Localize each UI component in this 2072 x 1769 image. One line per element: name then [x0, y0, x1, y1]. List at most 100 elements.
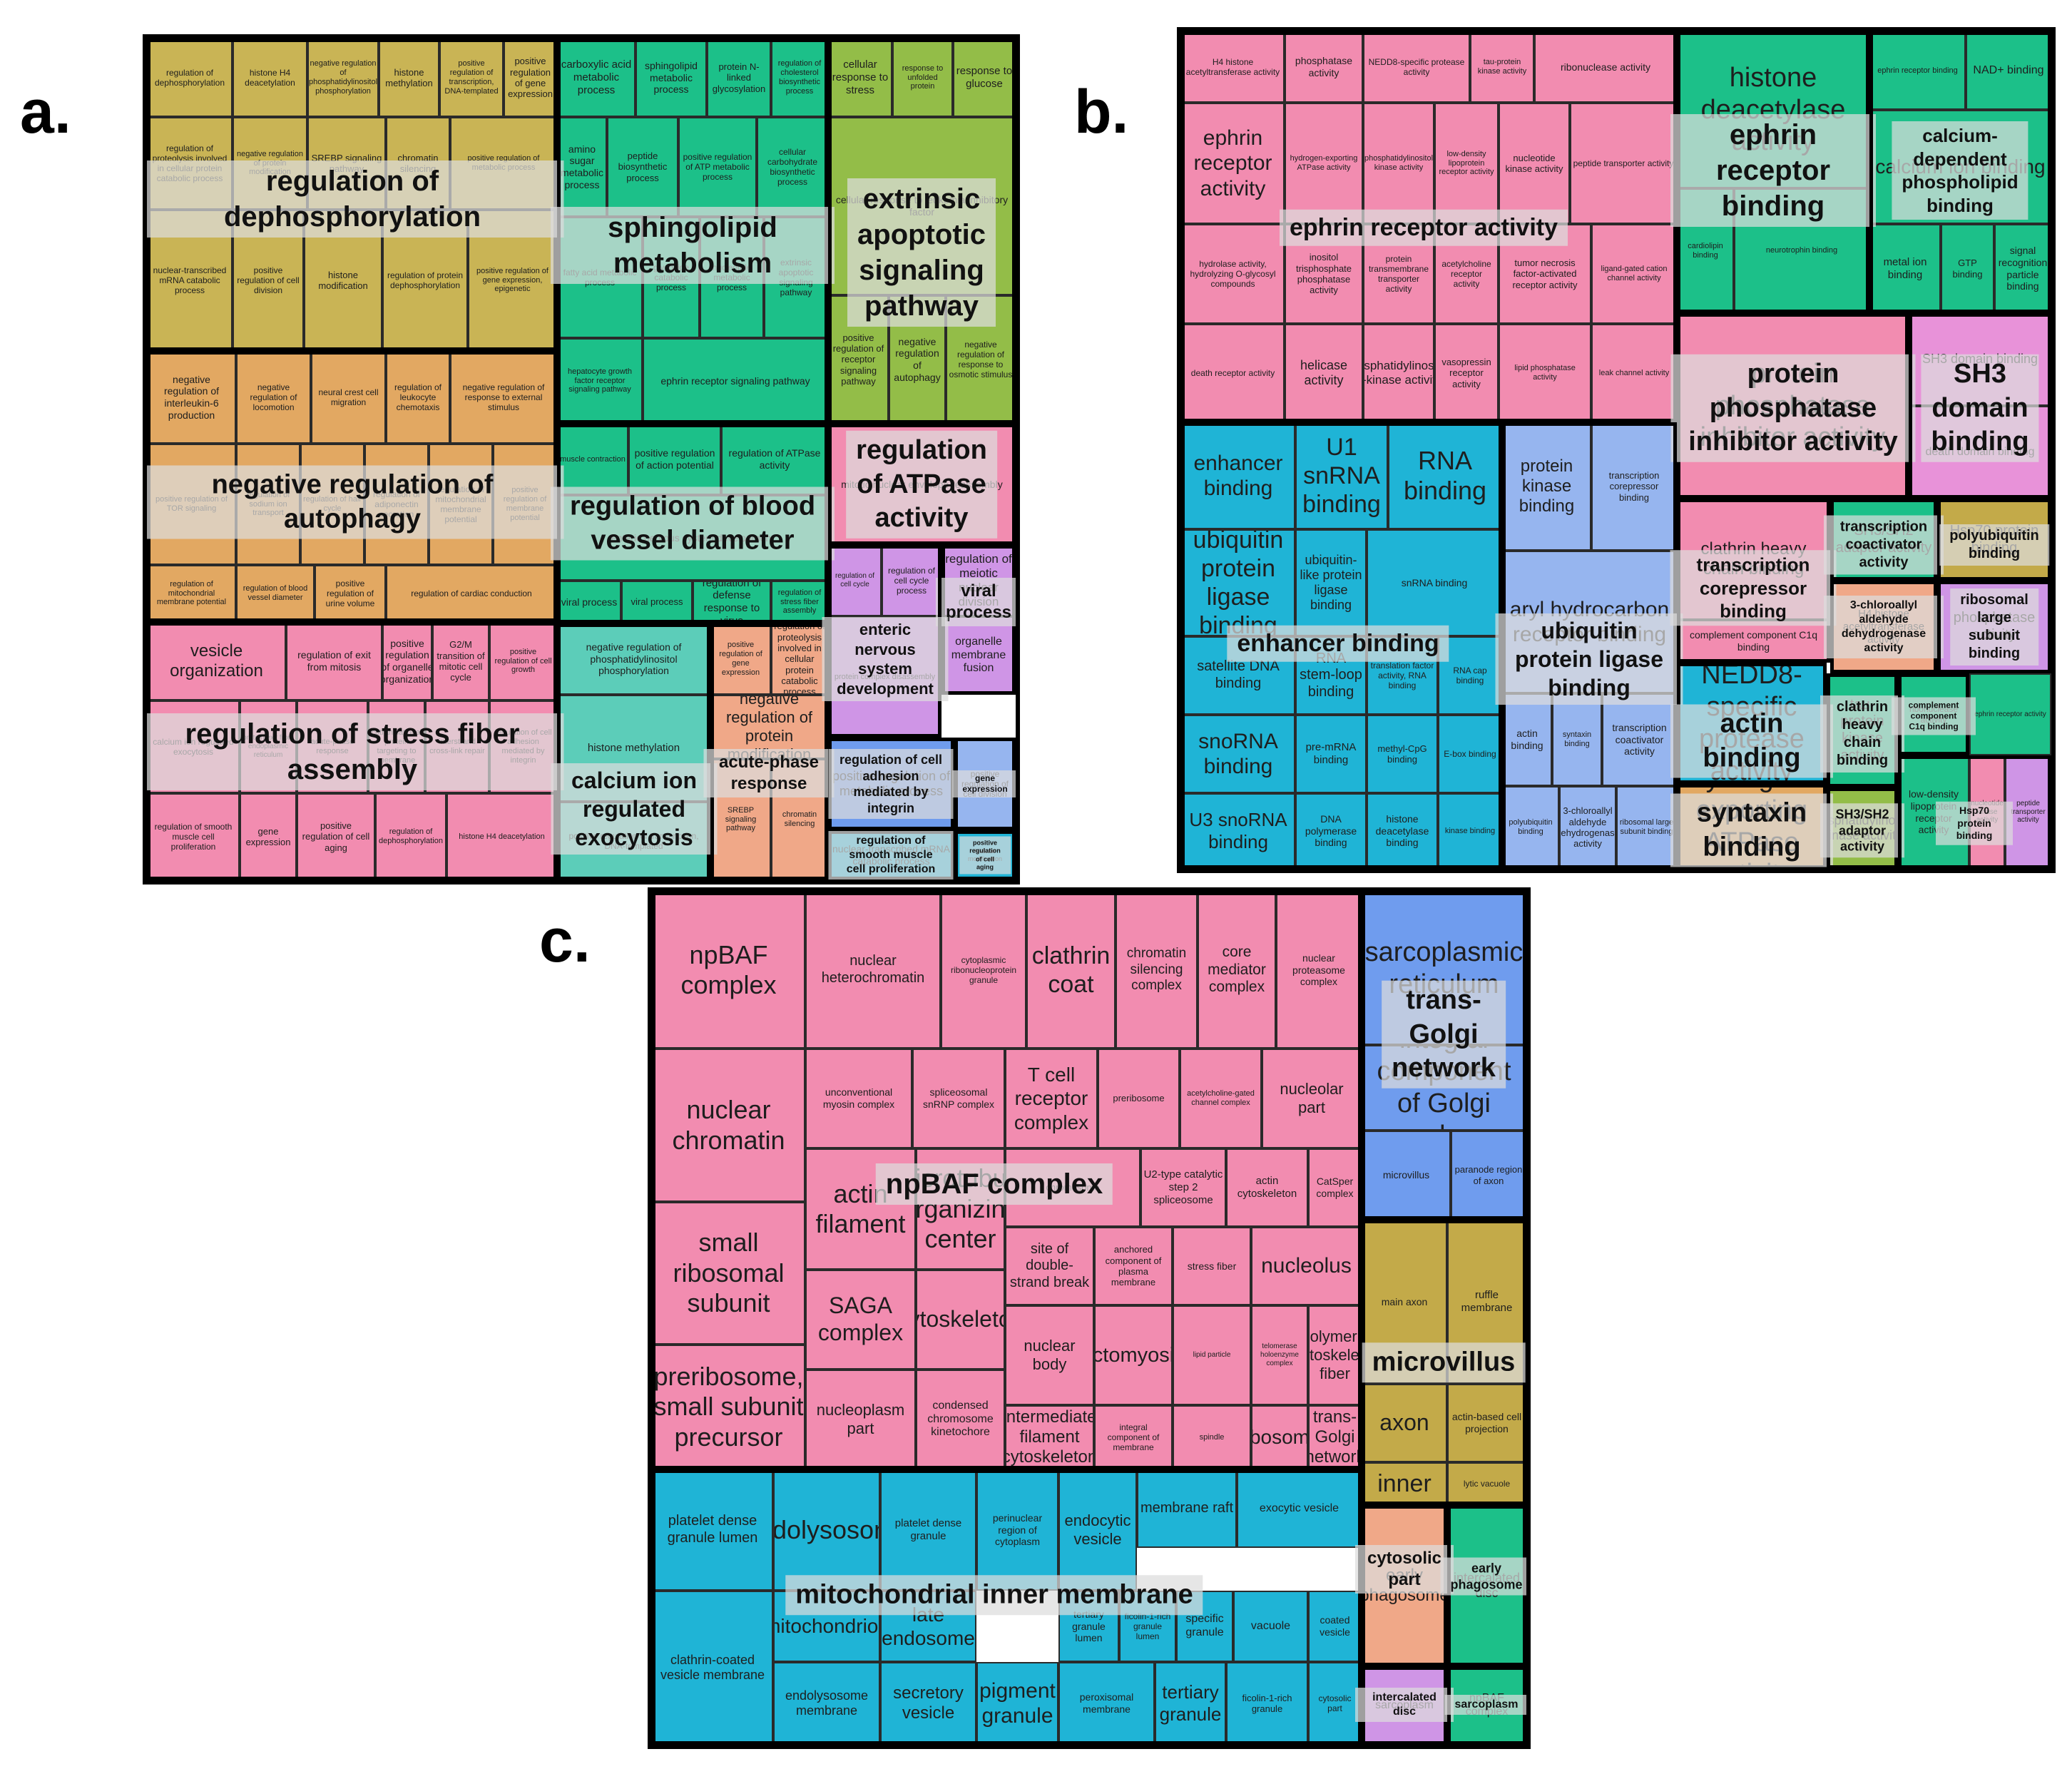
treemap-cell: response to glucose: [953, 39, 1016, 117]
treemap-cell: positive regulation of action potential: [628, 424, 721, 495]
treemap-cell: ribonuclease activity: [1534, 31, 1677, 103]
treemap-cell: 3-chloroallyl aldehyde dehydrogenase act…: [1559, 786, 1616, 869]
treemap-cell: viral process: [557, 581, 621, 623]
treemap-cell: cytosolic part: [1308, 1662, 1362, 1745]
treemap-cell: carboxylic acid metabolic process: [557, 39, 636, 117]
treemap-cell: anchored component of plasma membrane: [1094, 1227, 1173, 1305]
treemap-cell: negative regulation of locomotion: [236, 351, 311, 444]
treemap-group-label: intercalated disc: [1355, 1688, 1454, 1722]
treemap-panel-b: H4 histone acetyltransferase activity pho…: [1177, 27, 2056, 873]
treemap-cell: lytic vacuole: [1447, 1462, 1526, 1505]
treemap-cell: transcription coactivator activity: [1602, 693, 1677, 786]
treemap-cell: protein kinase binding: [1502, 422, 1591, 551]
treemap-cell: enhancer binding: [1181, 422, 1295, 529]
treemap-cell: gene expression: [240, 793, 297, 880]
treemap-cell: kinase binding: [1438, 793, 1502, 869]
treemap-cell: positive regulation of organelle organiz…: [382, 622, 432, 700]
treemap-cell: endolysosome: [773, 1469, 880, 1591]
treemap-cell: platelet dense granule: [880, 1469, 976, 1591]
treemap-cell: pigment granule: [976, 1662, 1058, 1745]
treemap-group-label: gene expression: [952, 770, 1016, 797]
treemap-cell: actin binding: [1502, 693, 1552, 786]
treemap-cell: npBAF complex: [652, 892, 805, 1049]
treemap-cell: metal ion binding: [1869, 224, 1941, 313]
treemap-group-label: SH3 domain binding: [1921, 354, 2039, 462]
treemap-cell: regulation of dephosphorylation: [375, 793, 446, 880]
treemap-cell: peptide transporter activity: [1570, 103, 1677, 224]
treemap-cell: phosphatase activity: [1285, 31, 1363, 103]
treemap-cell: nuclear body: [1005, 1305, 1094, 1405]
treemap-cell: nuclear proteasome complex: [1276, 892, 1362, 1049]
treemap-cell: unconventional myosin complex: [805, 1049, 912, 1148]
treemap-cell: regulation of leukocyte chemotaxis: [386, 351, 450, 444]
treemap-cell: E-box binding: [1438, 715, 1502, 793]
treemap-cell: ubiquitin protein ligase binding: [1181, 529, 1295, 636]
treemap-panel-c: npBAF complex nuclear heterochromatin cyto…: [648, 887, 1531, 1749]
treemap-cell: secretory vesicle: [880, 1662, 976, 1745]
treemap-cell: microvillus: [1362, 1131, 1451, 1220]
treemap-group-label: viral process: [935, 578, 1016, 626]
treemap-group-label: actin binding: [1670, 704, 1833, 778]
treemap-cell: peptide biosynthetic process: [607, 117, 678, 217]
treemap-cell: regulation of dephosphorylation: [147, 39, 233, 117]
treemap-cell: death receptor activity: [1181, 324, 1285, 422]
treemap-group-label: cytosolic part: [1355, 1545, 1454, 1594]
treemap-cell: response to unfolded protein: [892, 39, 953, 117]
treemap-cell: perinuclear region of cytoplasm: [976, 1469, 1058, 1591]
treemap-cell: NEDD8-specific protease activity: [1363, 31, 1470, 103]
treemap-group-label: protein phosphatase inhibitor activity: [1670, 354, 1916, 462]
treemap-cell: G2/M transition of mitotic cell cycle: [432, 622, 489, 700]
treemap-cell: peroxisomal membrane: [1058, 1662, 1155, 1745]
treemap-cell: ephrin receptor activity: [1969, 673, 2051, 755]
treemap-cell: phosphatidylinositol-4-kinase activity: [1363, 324, 1434, 422]
treemap-cell: protein N-linked glycosylation: [707, 39, 771, 117]
treemap-cell: organelle membrane fusion: [941, 616, 1016, 695]
treemap-cell: actin cytoskeleton: [1226, 1148, 1308, 1227]
treemap-cell: negative regulation of protein modificat…: [710, 695, 828, 759]
treemap-cell: regulation of exit from mitosis: [286, 622, 382, 700]
treemap-cell: mitochondrial inner membrane: [1362, 1462, 1447, 1505]
treemap-panel-a: regulation of dephosphorylation histone H…: [143, 34, 1020, 884]
treemap-group-label: enhancer binding: [1227, 625, 1449, 662]
treemap-cell: actomyosin: [1094, 1305, 1173, 1405]
treemap-cell: viral process: [621, 581, 693, 623]
treemap-cell: phosphatidylinositol kinase activity: [1363, 103, 1434, 224]
treemap-cell: snoRNA binding: [1181, 715, 1295, 793]
treemap-group-label: 3-chloroallyl aldehyde dehydrogenase act…: [1824, 596, 1944, 658]
treemap-cell: DNA polymerase binding: [1295, 793, 1367, 869]
treemap-group-label: extrinsic apoptotic signaling pathway: [847, 178, 996, 327]
treemap-cell: telomerase holoenzyme complex: [1251, 1305, 1308, 1405]
treemap-group-label: SH3/SH2 adaptor activity: [1820, 803, 1904, 857]
treemap-cell: low-density lipoprotein receptor activit…: [1434, 103, 1499, 224]
treemap-cell: platelet dense granule lumen: [652, 1469, 773, 1591]
treemap-cell: signal recognition particle binding: [1994, 224, 2051, 313]
treemap-cell: stress fiber: [1173, 1227, 1251, 1305]
treemap-cell: acetylcholine-gated channel complex: [1180, 1049, 1262, 1148]
treemap-cell: transcription corepressor binding: [1591, 422, 1677, 551]
treemap-cell: nucleolar part: [1262, 1049, 1362, 1148]
treemap-group-label: regulation of smooth muscle cell prolife…: [828, 831, 954, 880]
treemap-cell: sphingolipid metabolic process: [636, 39, 707, 117]
treemap-cell: site of double-strand break: [1005, 1227, 1094, 1305]
treemap-cell: RNA binding: [1388, 422, 1502, 529]
treemap-cell: intermediate filament cytoskeleton: [1005, 1405, 1094, 1469]
treemap-group-label: enteric nervous system development: [822, 617, 949, 701]
treemap-cell: vacuole: [1233, 1591, 1308, 1662]
treemap-cell: vasopressin receptor activity: [1434, 324, 1499, 422]
treemap-group-label: negative regulation of autophagy: [147, 465, 564, 539]
treemap-cell: lipid particle: [1173, 1305, 1251, 1405]
treemap-cell: regulation of cholesterol biosynthetic p…: [771, 39, 828, 117]
treemap-cell: polyubiquitin binding: [1502, 786, 1559, 869]
treemap-cell: NAD+ binding: [1966, 31, 2051, 110]
treemap-cell: integral component of membrane: [1094, 1405, 1173, 1469]
treemap-cell: negative regulation of phosphatidylinosi…: [557, 623, 710, 695]
treemap-cell: SAGA complex: [805, 1270, 916, 1370]
treemap-cell: positive regulation of ATP metabolic pro…: [678, 117, 757, 217]
treemap-cell: neural crest cell migration: [311, 351, 386, 444]
treemap-cell: regulation of smooth muscle cell prolife…: [147, 793, 240, 880]
treemap-group-label: clathrin heavy chain binding: [1820, 695, 1904, 773]
treemap-group-label: ephrin receptor activity: [1279, 209, 1568, 246]
treemap-group-label: acute-phase response: [703, 749, 835, 797]
treemap-cell: histone deacetylase binding: [1367, 793, 1438, 869]
treemap-cell: small ribosomal subunit: [652, 1202, 805, 1345]
